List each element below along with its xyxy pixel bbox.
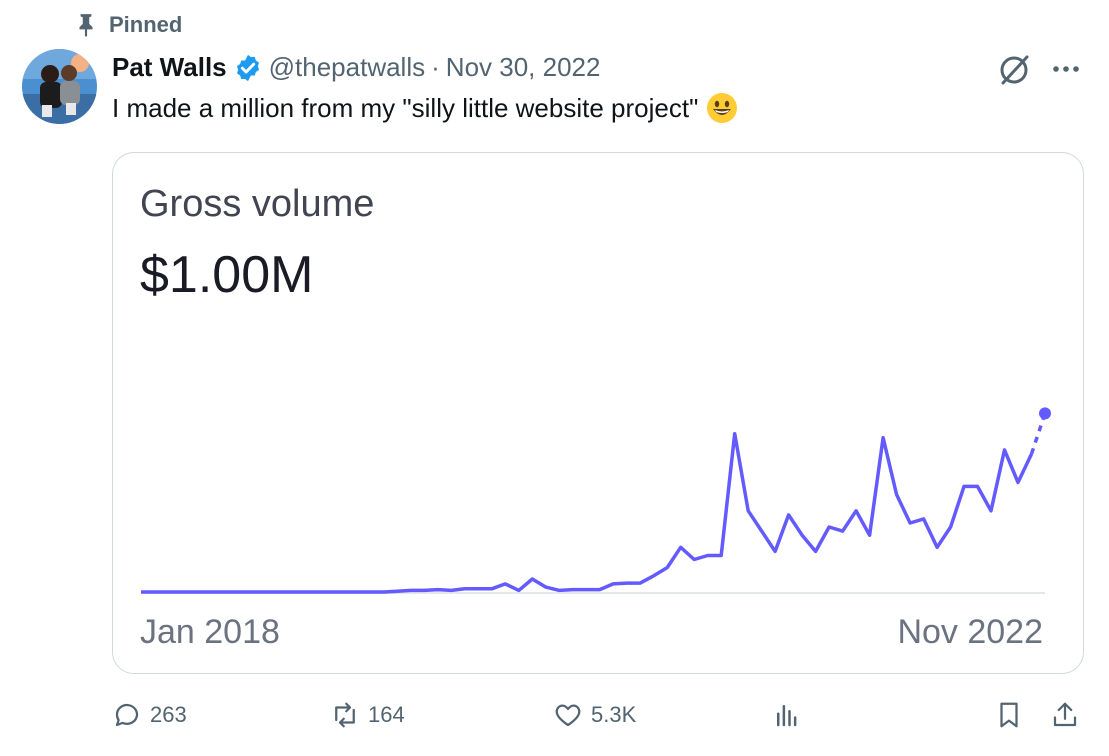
bookmark-icon [1000, 702, 1018, 728]
reply-icon [115, 703, 139, 727]
x-axis-end-label: Nov 2022 [897, 613, 1043, 651]
share-button[interactable] [1050, 700, 1080, 730]
chart-value: $1.00M [140, 246, 314, 304]
repost-button[interactable]: 164 [330, 700, 405, 730]
gross-volume-series-line [141, 431, 1034, 594]
pin-icon [79, 14, 93, 37]
x-axis-start-label: Jan 2018 [140, 613, 280, 651]
bookmark-button[interactable] [994, 700, 1024, 730]
repost-icon [335, 702, 355, 728]
projected-series-line [1029, 412, 1047, 455]
reply-button[interactable]: 263 [112, 700, 187, 730]
tweet-body: I made a million from my "silly little w… [112, 92, 699, 123]
grok-icon[interactable] [996, 52, 1032, 88]
share-icon [1053, 702, 1077, 727]
views-chart-icon [777, 705, 797, 727]
verified-badge-icon[interactable] [233, 53, 263, 83]
projected-endpoint-dot [1039, 407, 1051, 420]
author-handle[interactable]: @thepatwalls [268, 52, 426, 82]
tweet-date[interactable]: Nov 30, 2022 [445, 52, 601, 82]
repost-count: 164 [368, 702, 405, 727]
chart-card[interactable]: Gross volume $1.00M Jan 2018 Nov 2022 [112, 152, 1084, 674]
pinned-label: Pinned [109, 12, 183, 37]
pinned-indicator: Pinned [73, 12, 182, 38]
tweet-text: I made a million from my "silly little w… [112, 92, 738, 124]
tweet-header: Pat Walls @thepatwalls · Nov 30, 2022 [112, 52, 600, 83]
like-count: 5.3K [591, 702, 637, 727]
more-options-icon[interactable] [1049, 54, 1083, 84]
header-separator: · [431, 52, 440, 82]
avatar[interactable] [22, 49, 97, 124]
reply-count: 263 [150, 702, 187, 727]
heart-icon [555, 704, 581, 727]
author-name[interactable]: Pat Walls [112, 52, 227, 82]
action-bar: 263 164 5.3K [0, 700, 1109, 740]
like-button[interactable]: 5.3K [553, 700, 636, 730]
chart-title: Gross volume [140, 183, 375, 225]
gross-volume-chart [141, 407, 1051, 594]
views-button[interactable] [772, 700, 810, 730]
grinning-emoji-icon [707, 93, 738, 123]
